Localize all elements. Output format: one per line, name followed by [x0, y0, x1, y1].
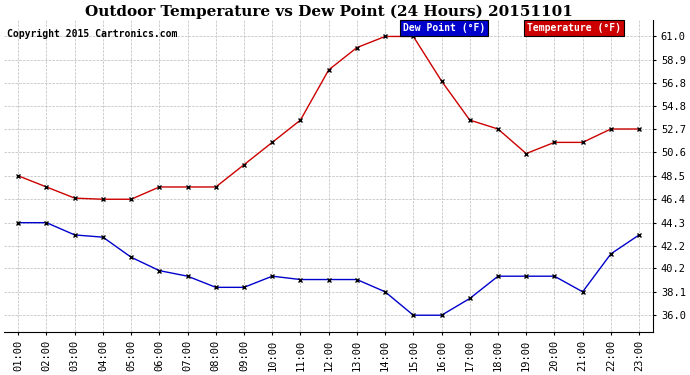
Text: Dew Point (°F): Dew Point (°F) — [404, 23, 486, 33]
Title: Outdoor Temperature vs Dew Point (24 Hours) 20151101: Outdoor Temperature vs Dew Point (24 Hou… — [85, 4, 573, 18]
Text: Temperature (°F): Temperature (°F) — [526, 23, 620, 33]
Text: Copyright 2015 Cartronics.com: Copyright 2015 Cartronics.com — [8, 29, 178, 39]
